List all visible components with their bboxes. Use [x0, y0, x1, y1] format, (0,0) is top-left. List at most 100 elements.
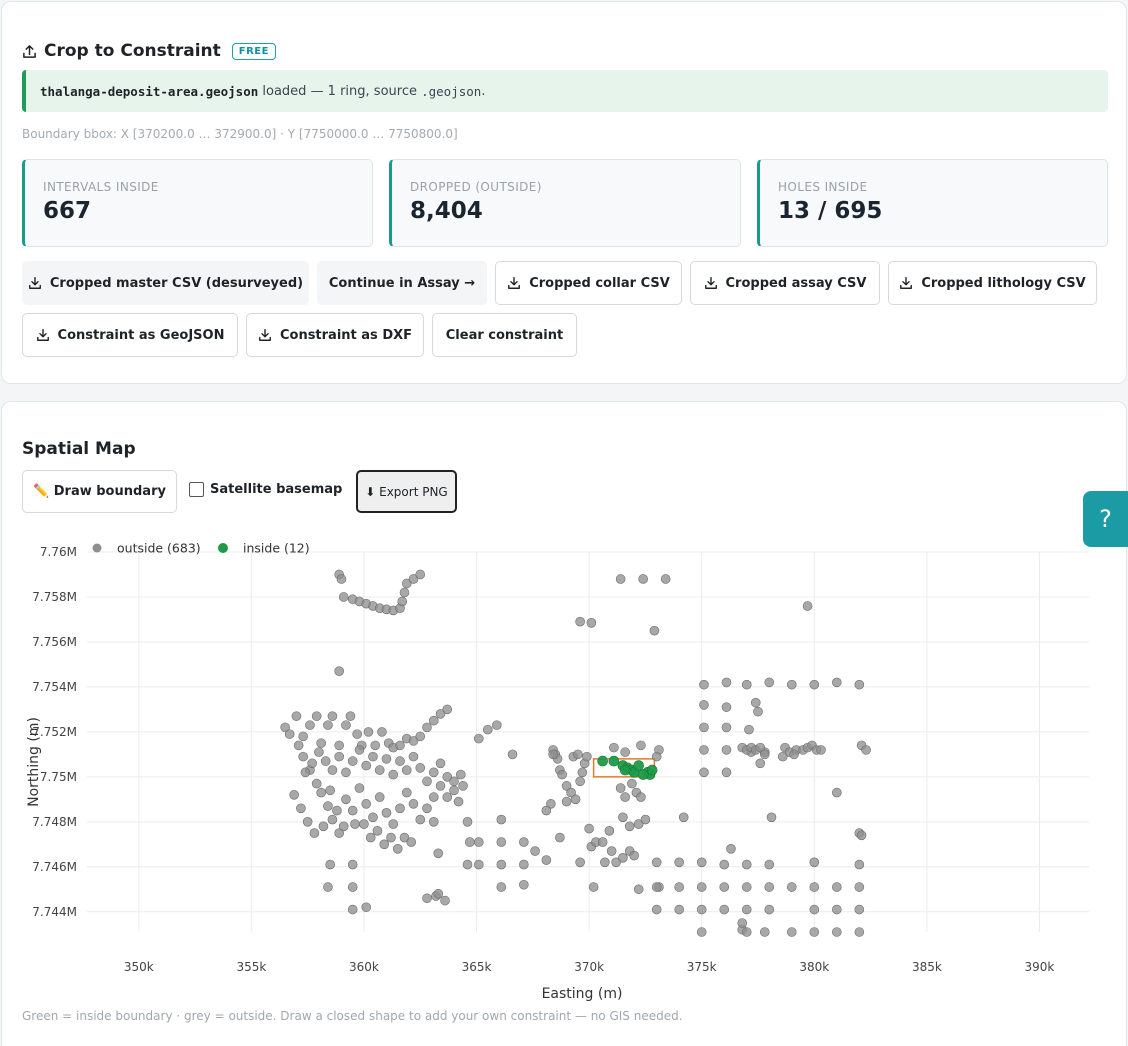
- point-outside: [381, 754, 392, 764]
- point-outside: [786, 882, 797, 892]
- legend-marker-inside: [218, 543, 228, 553]
- point-outside: [408, 751, 419, 762]
- point-outside: [395, 756, 405, 766]
- y-tick-label: 7.748M: [32, 815, 77, 829]
- point-outside: [741, 882, 752, 892]
- point-outside: [651, 882, 662, 892]
- point-outside: [350, 819, 360, 829]
- point-outside: [507, 749, 518, 760]
- point-outside: [854, 882, 865, 892]
- legend-label-outside: outside (683): [117, 541, 201, 556]
- clear-constraint-button[interactable]: Clear constraint: [432, 313, 577, 357]
- point-inside: [619, 764, 631, 776]
- point-outside: [809, 679, 820, 690]
- cropped-collar-csv-button[interactable]: Cropped collar CSV: [495, 261, 682, 305]
- point-outside: [323, 720, 333, 730]
- point-outside: [741, 859, 752, 870]
- point-outside: [721, 722, 732, 733]
- point-outside: [359, 819, 369, 829]
- point-outside: [764, 677, 775, 688]
- point-outside: [737, 918, 748, 928]
- point-outside: [744, 724, 754, 735]
- point-outside: [856, 830, 867, 841]
- point-outside: [462, 859, 473, 870]
- cropped-assay-csv-button[interactable]: Cropped assay CSV: [690, 261, 880, 305]
- satellite-basemap-toggle[interactable]: Satellite basemap: [189, 482, 342, 497]
- point-outside: [334, 740, 344, 751]
- point-outside: [338, 592, 349, 602]
- point-outside: [352, 729, 363, 739]
- point-outside: [361, 902, 372, 913]
- point-outside: [462, 817, 473, 827]
- point-outside: [721, 767, 732, 778]
- point-outside: [832, 927, 842, 937]
- draw-boundary-button[interactable]: ✏️ Draw boundary: [22, 470, 177, 513]
- stat-label: DROPPED (OUTSIDE): [410, 180, 542, 194]
- download-icon: [704, 277, 717, 289]
- point-outside: [620, 747, 630, 757]
- point-outside: [442, 792, 453, 802]
- point-outside: [777, 751, 788, 762]
- constraint-dxf-button[interactable]: Constraint as DXF: [246, 313, 424, 357]
- point-outside: [422, 803, 432, 814]
- point-outside: [341, 794, 351, 805]
- continue-in-assay-button[interactable]: Continue in Assay →: [317, 261, 487, 305]
- help-icon: ?: [1099, 505, 1112, 533]
- constraint-geojson-button[interactable]: Constraint as GeoJSON: [22, 313, 238, 357]
- point-outside: [674, 882, 684, 892]
- point-outside: [816, 745, 826, 755]
- point-outside: [719, 859, 730, 870]
- export-png-button[interactable]: ⬇ Export PNG: [356, 470, 457, 513]
- point-outside: [473, 837, 484, 847]
- point-outside: [854, 904, 865, 915]
- point-outside: [719, 904, 730, 915]
- button-label: Clear constraint: [445, 327, 564, 343]
- cropped-lithology-csv-button[interactable]: Cropped lithology CSV: [888, 261, 1097, 305]
- point-outside: [442, 704, 453, 715]
- loaded-file-banner: thalanga-deposit-area.geojson loaded — 1…: [22, 70, 1108, 112]
- point-outside: [861, 745, 871, 755]
- point-outside: [627, 778, 637, 789]
- free-badge: FREE: [231, 42, 276, 60]
- crop-title-row: Crop to Constraint FREE: [22, 41, 276, 61]
- help-button[interactable]: ?: [1083, 491, 1128, 547]
- point-outside: [696, 927, 707, 937]
- download-icon: [508, 277, 521, 289]
- point-outside: [721, 677, 732, 688]
- point-outside: [651, 751, 662, 762]
- spatial-scatter-chart[interactable]: 350k 355k 360k 365k 370k 375k 380k 385k 390k 7.74…: [2, 537, 1112, 1007]
- point-outside: [496, 882, 507, 892]
- point-outside: [347, 756, 358, 766]
- point-outside: [764, 859, 775, 870]
- point-outside: [766, 812, 777, 823]
- point-outside: [696, 904, 707, 915]
- satellite-checkbox[interactable]: [189, 482, 204, 497]
- point-outside: [618, 812, 628, 823]
- point-outside: [284, 729, 295, 739]
- point-outside: [401, 765, 412, 775]
- cropped-master-csv-button[interactable]: Cropped master CSV (desurveyed): [22, 261, 309, 305]
- point-outside: [649, 625, 660, 636]
- point-outside: [280, 722, 290, 733]
- stat-value: 667: [43, 198, 92, 224]
- point-outside: [399, 587, 410, 598]
- y-tick-label: 7.746M: [32, 860, 77, 874]
- point-outside: [802, 601, 813, 611]
- point-outside: [449, 776, 459, 787]
- point-outside: [422, 776, 432, 787]
- point-outside: [401, 578, 412, 589]
- point-outside: [408, 799, 419, 809]
- point-inside: [646, 764, 658, 776]
- point-outside: [370, 740, 381, 751]
- point-outside: [388, 819, 399, 829]
- stat-intervals-inside: INTERVALS INSIDE 667: [22, 159, 373, 247]
- banner-text-2: .: [481, 83, 486, 99]
- point-outside: [832, 787, 842, 798]
- point-outside: [764, 904, 775, 915]
- grid: [87, 551, 1089, 932]
- banner-ext: .geojson: [421, 83, 482, 99]
- point-outside: [741, 927, 752, 937]
- point-outside: [726, 844, 736, 854]
- point-outside: [759, 927, 770, 937]
- point-outside: [372, 826, 383, 836]
